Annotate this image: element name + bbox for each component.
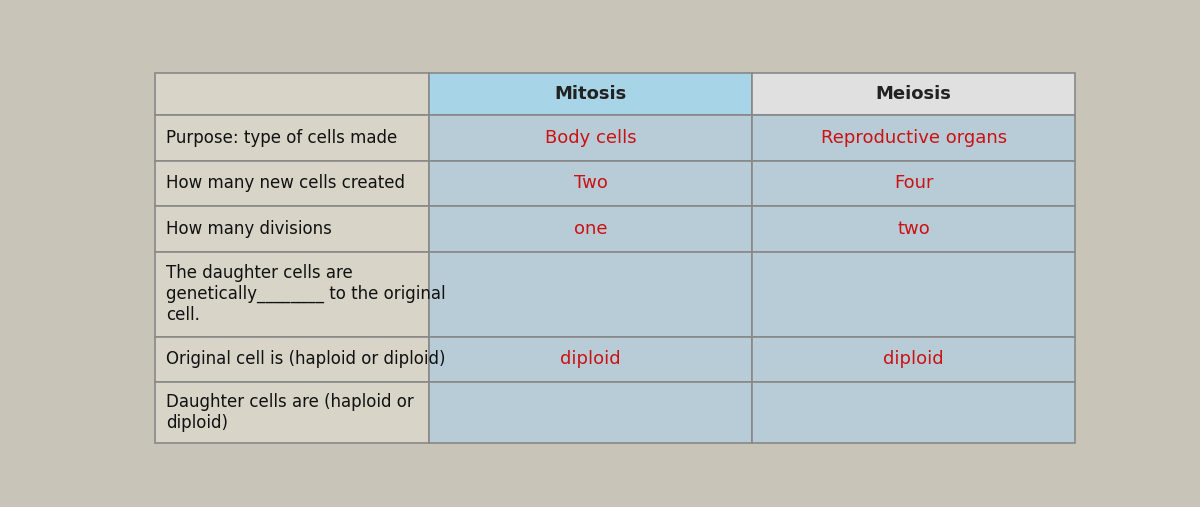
Text: two: two bbox=[898, 220, 930, 238]
Bar bbox=[752, 161, 1075, 206]
Text: diploid: diploid bbox=[560, 350, 620, 369]
Bar bbox=[155, 251, 430, 337]
Text: Reproductive organs: Reproductive organs bbox=[821, 129, 1007, 147]
Bar bbox=[430, 161, 752, 206]
Text: diploid: diploid bbox=[883, 350, 944, 369]
Bar bbox=[752, 73, 1075, 115]
Bar bbox=[155, 337, 430, 382]
Bar bbox=[430, 337, 752, 382]
Bar bbox=[752, 206, 1075, 251]
Bar bbox=[752, 115, 1075, 161]
Text: Body cells: Body cells bbox=[545, 129, 636, 147]
Bar bbox=[155, 115, 430, 161]
Text: Original cell is (haploid or diploid): Original cell is (haploid or diploid) bbox=[166, 350, 445, 369]
Text: Daughter cells are (haploid or
diploid): Daughter cells are (haploid or diploid) bbox=[166, 393, 414, 432]
Bar bbox=[155, 161, 430, 206]
Text: Two: Two bbox=[574, 174, 607, 193]
Bar bbox=[430, 382, 752, 444]
Text: Four: Four bbox=[894, 174, 934, 193]
Text: How many divisions: How many divisions bbox=[166, 220, 331, 238]
Bar bbox=[155, 206, 430, 251]
Text: Mitosis: Mitosis bbox=[554, 85, 626, 103]
Text: Purpose: type of cells made: Purpose: type of cells made bbox=[166, 129, 397, 147]
Text: The daughter cells are
genetically________ to the original
cell.: The daughter cells are genetically______… bbox=[166, 264, 445, 324]
Bar bbox=[752, 251, 1075, 337]
Bar bbox=[430, 115, 752, 161]
Bar bbox=[752, 337, 1075, 382]
Bar bbox=[430, 206, 752, 251]
Text: How many new cells created: How many new cells created bbox=[166, 174, 404, 193]
Text: Meiosis: Meiosis bbox=[876, 85, 952, 103]
Bar bbox=[752, 382, 1075, 444]
Bar bbox=[155, 73, 430, 115]
Bar bbox=[155, 382, 430, 444]
Bar bbox=[430, 73, 752, 115]
Bar bbox=[430, 251, 752, 337]
Text: one: one bbox=[574, 220, 607, 238]
